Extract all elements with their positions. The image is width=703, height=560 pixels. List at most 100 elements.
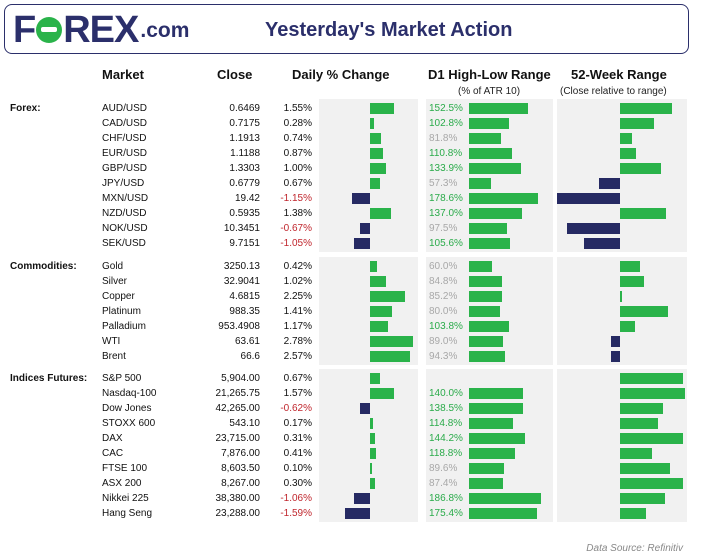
close-value: 3250.13 [223,261,260,272]
w52-bar [620,276,644,287]
range-bar [469,291,502,302]
range-bar [469,463,504,474]
close-value: 0.6779 [229,178,260,189]
w52-bar [620,373,684,384]
col-d1-sub: (% of ATR 10) [458,86,521,97]
w52-bar [557,193,620,204]
range-value: 114.8% [429,418,463,429]
w52-bar [620,208,667,219]
w52-bar [584,238,620,249]
close-value: 9.7151 [229,238,260,249]
group-label: Forex: [10,103,41,114]
w52-bar [610,351,620,362]
range-bar [469,493,542,504]
w52-bar [620,261,640,272]
daily-change-bar [370,148,384,159]
range-bar [469,403,523,414]
close-value: 0.7175 [229,118,260,129]
w52-bar [620,103,673,114]
close-value: 8,267.00 [221,478,260,489]
market-label: SEK/USD [102,238,146,249]
w52-bar [620,148,636,159]
range-value: 175.4% [429,508,463,519]
daily-change-bar [370,448,377,459]
range-value: 84.8% [429,276,458,287]
daily-change-bar [370,433,375,444]
daily-change-value: 0.87% [283,148,312,159]
range-bar [469,133,501,144]
range-bar [469,388,524,399]
w52-bar [620,493,665,504]
data-source: Data Source: Refinitiv [586,543,683,554]
range-bar [469,103,529,114]
daily-change-bar [359,223,370,234]
daily-change-bar [370,351,410,362]
daily-change-bar [370,321,389,332]
daily-change-value: 0.42% [283,261,312,272]
daily-change-value: -1.15% [280,193,312,204]
close-value: 1.1913 [229,133,260,144]
market-label: STOXX 600 [102,418,156,429]
daily-change-value: 2.57% [283,351,312,362]
range-value: 94.3% [429,351,458,362]
daily-change-value: 0.41% [283,448,312,459]
range-value: 103.8% [429,321,463,332]
daily-change-value: 0.17% [283,418,312,429]
close-value: 38,380.00 [215,493,261,504]
range-bar [469,306,500,317]
daily-change-bar [370,306,392,317]
close-value: 23,715.00 [215,433,261,444]
range-value: 97.5% [429,223,458,234]
range-bar [469,193,539,204]
daily-change-value: 1.55% [283,103,312,114]
market-label: Brent [102,351,126,362]
w52-bar [620,306,668,317]
w52-bar [620,403,663,414]
range-bar [469,418,514,429]
market-label: NZD/USD [102,208,147,219]
market-label: WTI [102,336,121,347]
range-bar [469,478,503,489]
daily-change-bar [370,118,375,129]
forex-logo: F REX.com [13,9,190,51]
daily-change-value: 1.57% [283,388,312,399]
daily-change-value: 1.00% [283,163,312,174]
col-daily: Daily % Change [292,67,390,82]
close-value: 7,876.00 [221,448,260,459]
daily-change-value: -1.59% [280,508,312,519]
market-label: DAX [102,433,123,444]
daily-change-value: 0.67% [283,178,312,189]
col-close: Close [217,67,253,82]
daily-change-bar [370,291,405,302]
w52-bar [620,418,659,429]
range-value: 85.2% [429,291,458,302]
close-value: 21,265.75 [215,388,261,399]
w52-bar [620,448,652,459]
market-label: AUD/USD [102,103,148,114]
range-bar [469,336,504,347]
market-label: Dow Jones [102,403,152,414]
daily-change-bar [370,463,372,474]
w52-bar [620,118,655,129]
range-value: 152.5% [429,103,463,114]
range-bar [469,178,492,189]
daily-change-bar [370,261,377,272]
daily-change-bar [370,208,392,219]
range-bar [469,261,493,272]
daily-change-value: -0.62% [280,403,312,414]
close-value: 19.42 [234,193,260,204]
market-label: Palladium [102,321,146,332]
market-label: GBP/USD [102,163,148,174]
daily-change-value: 0.10% [283,463,312,474]
daily-change-bar [352,193,370,204]
daily-change-bar [370,276,386,287]
range-value: 186.8% [429,493,463,504]
market-label: CHF/USD [102,133,147,144]
market-label: MXN/USD [102,193,149,204]
market-label: Platinum [102,306,141,317]
range-value: 60.0% [429,261,458,272]
market-label: ASX 200 [102,478,142,489]
daily-change-value: 2.78% [283,336,312,347]
close-value: 10.3451 [223,223,260,234]
group-label: Indices Futures: [10,373,88,384]
